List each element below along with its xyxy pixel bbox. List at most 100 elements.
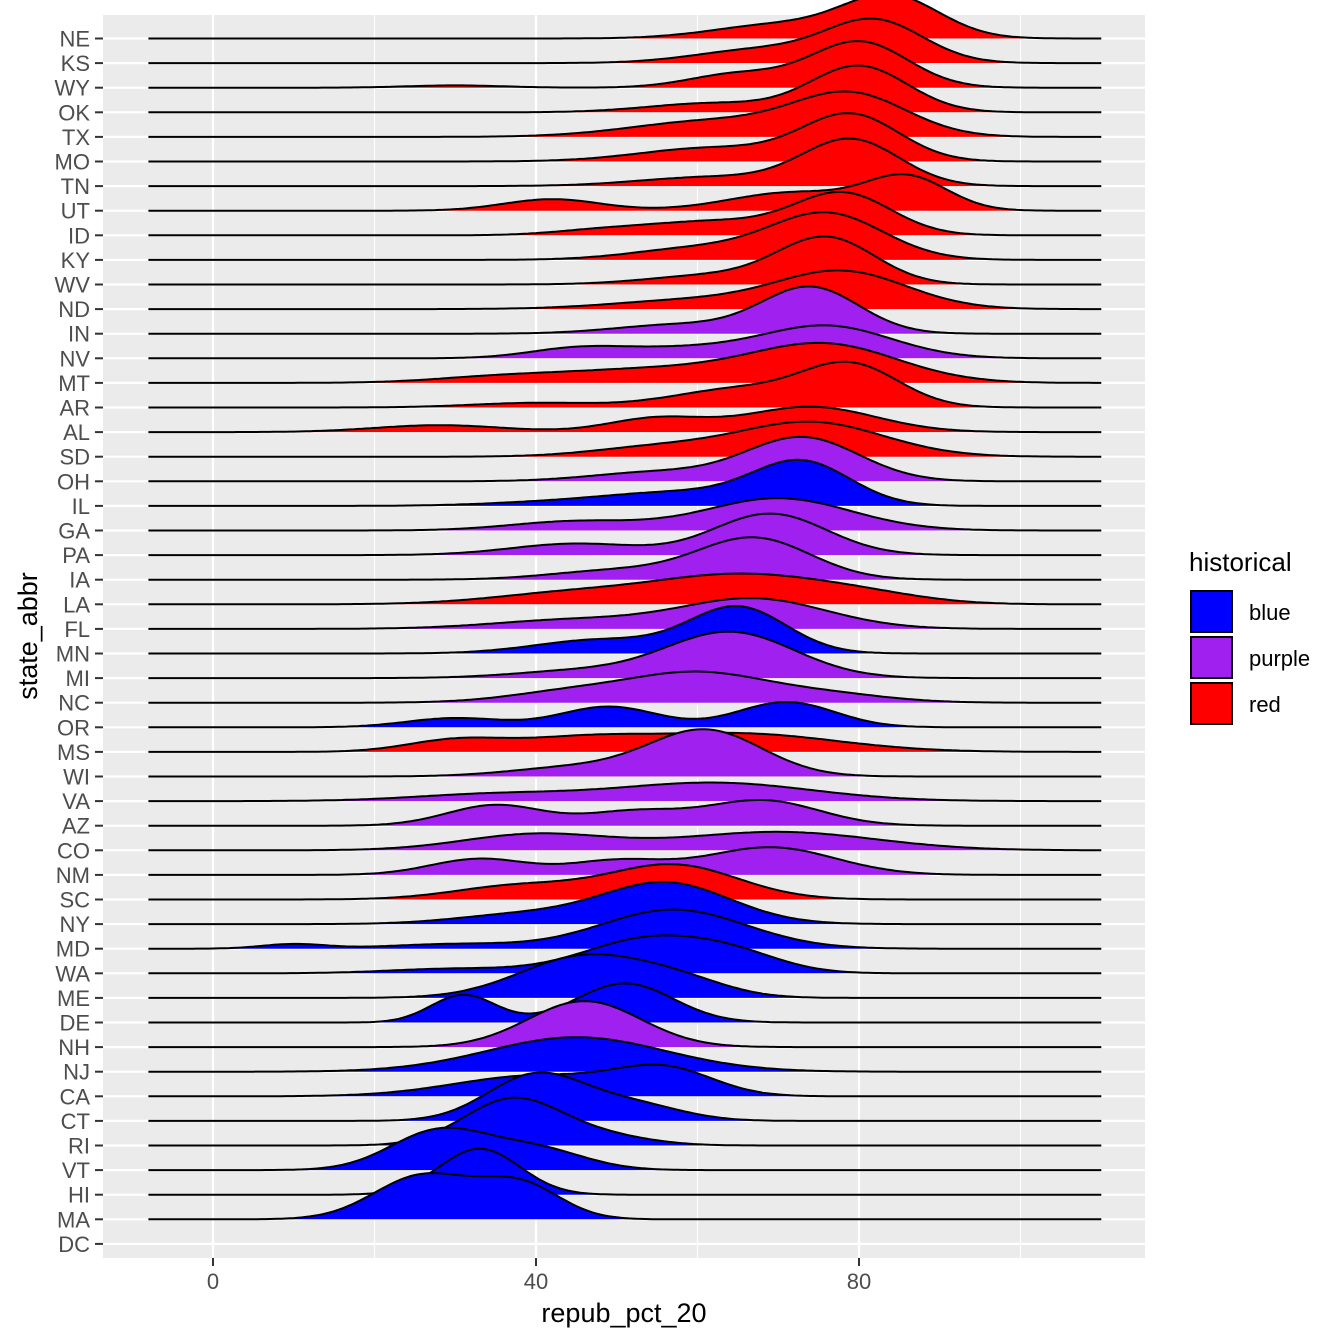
y-tick-label: HI	[68, 1183, 90, 1208]
ridge-outline	[148, 670, 1102, 704]
y-tick-label: GA	[58, 519, 90, 544]
y-tick-label: MI	[66, 666, 90, 691]
ridge-nd	[148, 269, 1102, 311]
ridge-outline	[148, 830, 1102, 852]
ridge-fill	[148, 1064, 1102, 1097]
y-tick-label: WY	[55, 76, 91, 101]
ridge-outline	[148, 112, 1102, 163]
legend-swatch	[1190, 636, 1233, 679]
ridge-co	[148, 830, 1102, 852]
ridge-outline	[148, 435, 1102, 483]
ridge-sd	[148, 420, 1102, 458]
y-tick-label: MA	[57, 1207, 90, 1232]
ridge-va	[148, 781, 1102, 803]
x-axis-title: repub_pct_20	[541, 1298, 706, 1328]
ridge-or	[148, 701, 1102, 729]
ridge-outline	[148, 420, 1102, 458]
y-axis-title: state_abbr	[13, 572, 43, 700]
ridge-outline	[148, 211, 1102, 261]
y-tick-label: ID	[68, 223, 90, 248]
y-tick-label: VT	[62, 1158, 90, 1183]
ridge-outline	[148, 269, 1102, 311]
ridge-nc	[148, 670, 1102, 704]
ridge-outline	[148, 953, 1102, 999]
y-tick-label: DE	[59, 1011, 90, 1036]
ridge-mn	[148, 605, 1102, 655]
ridge-fl	[148, 597, 1102, 630]
ridge-nj	[148, 1036, 1102, 1073]
ridge-outline	[148, 173, 1102, 212]
y-tick-label: MT	[58, 371, 90, 396]
ridge-fill	[148, 729, 1102, 777]
y-tick-label: ND	[58, 297, 90, 322]
y-tick-label: MS	[57, 740, 90, 765]
y-tick-label: SD	[59, 445, 90, 470]
ridge-outline	[148, 1071, 1102, 1122]
ridge-mi	[148, 630, 1102, 680]
ridge-fill	[148, 954, 1102, 998]
y-tick-label: CO	[57, 838, 90, 863]
ridge-fill	[148, 286, 1102, 334]
ridge-hi	[148, 1147, 1102, 1196]
ridge-outline	[148, 728, 1102, 778]
ridge-outline	[148, 341, 1102, 384]
ridge-oh	[148, 435, 1102, 483]
ridge-outline	[148, 1063, 1102, 1098]
legend-swatch	[1190, 590, 1233, 633]
ridge-outline	[148, 630, 1102, 680]
ridge-fill	[148, 138, 1102, 187]
ridge-fill	[148, 573, 1102, 605]
ridge-outline	[148, 190, 1102, 237]
y-tick-label: MN	[56, 642, 90, 667]
ridge-outline	[148, 1147, 1102, 1196]
ridge-outline	[148, 235, 1102, 286]
ridge-ct	[148, 1071, 1102, 1122]
legend-item-red: red	[1190, 682, 1281, 725]
y-tick-label: NH	[58, 1035, 90, 1060]
ridge-in	[148, 285, 1102, 335]
ridge-fill	[148, 1001, 1102, 1048]
ridge-outline	[148, 458, 1102, 507]
ridge-fill	[148, 831, 1102, 851]
ridge-fill	[148, 1097, 1102, 1146]
ridge-md	[148, 908, 1102, 950]
ridge-fill	[148, 983, 1102, 1023]
ridge-outline	[148, 497, 1102, 532]
legend-title: historical	[1189, 547, 1292, 577]
y-tick-label: PA	[62, 543, 90, 568]
ridge-outline	[148, 17, 1102, 65]
ridge-fill	[148, 847, 1102, 875]
y-tick-label: CT	[61, 1109, 90, 1134]
y-tick-label: FL	[64, 617, 90, 642]
ridge-fill	[148, 935, 1102, 974]
ridge-outline	[148, 64, 1102, 114]
ridge-fill	[148, 800, 1102, 826]
ridge-outline	[148, 781, 1102, 803]
y-tick-label: VA	[62, 789, 90, 814]
ridge-fill	[148, 909, 1102, 949]
ridge-fill	[148, 1173, 1102, 1220]
y-tick-label: TX	[62, 125, 90, 150]
x-tick-label: 80	[847, 1269, 871, 1294]
y-tick-label: KY	[61, 248, 91, 273]
ridge-fill	[148, 864, 1102, 900]
x-tick-label: 40	[524, 1269, 548, 1294]
ridge-outline	[148, 1126, 1102, 1172]
ridge-outline	[148, 572, 1102, 606]
ridge-fill	[148, 732, 1102, 752]
y-tick-label: IA	[69, 568, 90, 593]
y-tick-label: LA	[63, 592, 90, 617]
ridge-fill	[148, 270, 1102, 310]
ridge-pa	[148, 512, 1102, 557]
y-tick-label: RI	[68, 1134, 90, 1159]
legend-swatch	[1190, 682, 1233, 725]
ridge-ca	[148, 1063, 1102, 1098]
y-tick-label: AL	[63, 420, 90, 445]
ridge-ri	[148, 1096, 1102, 1147]
y-tick-label: MO	[55, 150, 90, 175]
legend: historical blue purple red	[1189, 547, 1310, 725]
ridge-outline	[148, 863, 1102, 901]
ridge-ms	[148, 731, 1102, 753]
y-tick-label: OH	[57, 469, 90, 494]
